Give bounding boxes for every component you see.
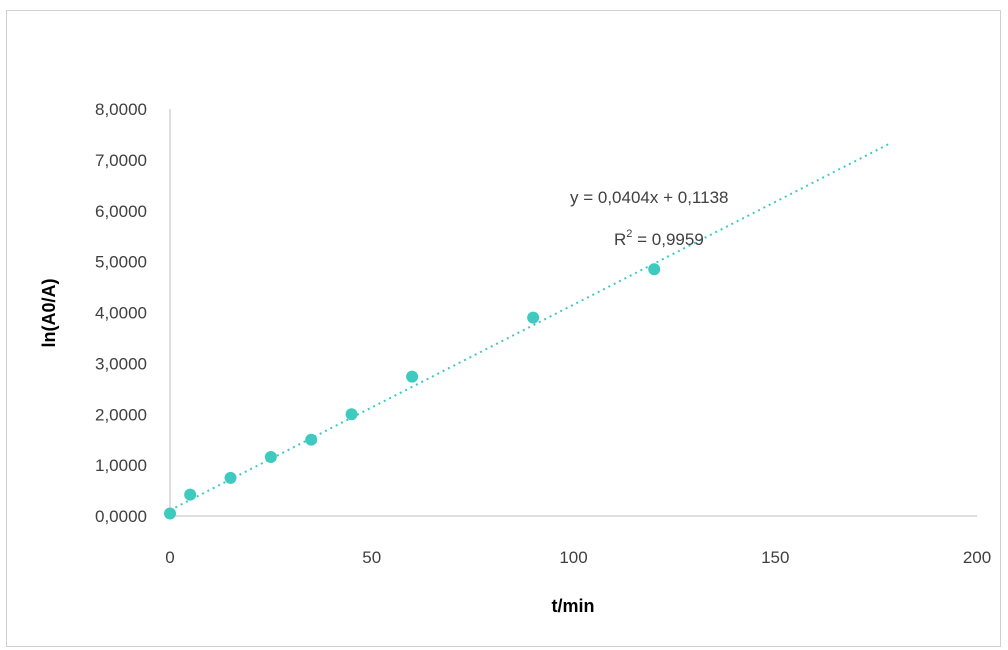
y-tick-label: 0,0000 (95, 507, 147, 526)
x-tick-label: 50 (362, 548, 381, 567)
tick-labels: 0 50 100 150 200 0,0000 1,0000 2,0000 3,0000 4,00… (95, 100, 991, 567)
x-tick-label: 200 (963, 548, 991, 567)
x-tick-label: 0 (165, 548, 174, 567)
x-axis-title: t/min (552, 596, 595, 616)
y-tick-label: 8,0000 (95, 100, 147, 119)
data-point (345, 408, 358, 421)
y-tick-label: 1,0000 (95, 456, 147, 475)
data-point (164, 507, 176, 520)
axes (169, 109, 977, 517)
data-points (164, 263, 661, 520)
trendline-equation: y = 0,0404x + 0,1138 (570, 188, 728, 207)
data-point (224, 471, 237, 484)
y-tick-label: 6,0000 (95, 202, 147, 221)
data-point (264, 450, 277, 463)
chart-frame (6, 10, 1001, 647)
trendline-group (169, 143, 889, 512)
y-axis-title: ln(A0/A) (39, 279, 59, 348)
data-point (406, 370, 419, 383)
y-tick-label: 3,0000 (95, 354, 147, 373)
data-point (648, 263, 661, 276)
y-tick-label: 7,0000 (95, 151, 147, 170)
data-point (527, 311, 540, 324)
y-tick-label: 5,0000 (95, 253, 147, 272)
y-tick-label: 2,0000 (95, 405, 147, 424)
r-squared-exponent: 2 (626, 228, 632, 240)
x-tick-label: 100 (559, 548, 587, 567)
r-squared-value: = 0,9959 (632, 230, 703, 249)
data-point (184, 488, 197, 501)
y-tick-label: 4,0000 (95, 304, 147, 323)
data-point (305, 433, 318, 446)
trendline-r-squared: R2 = 0,9959 (614, 228, 704, 249)
x-tick-label: 150 (761, 548, 789, 567)
trendline (169, 143, 889, 512)
r-squared-symbol: R (614, 230, 626, 249)
